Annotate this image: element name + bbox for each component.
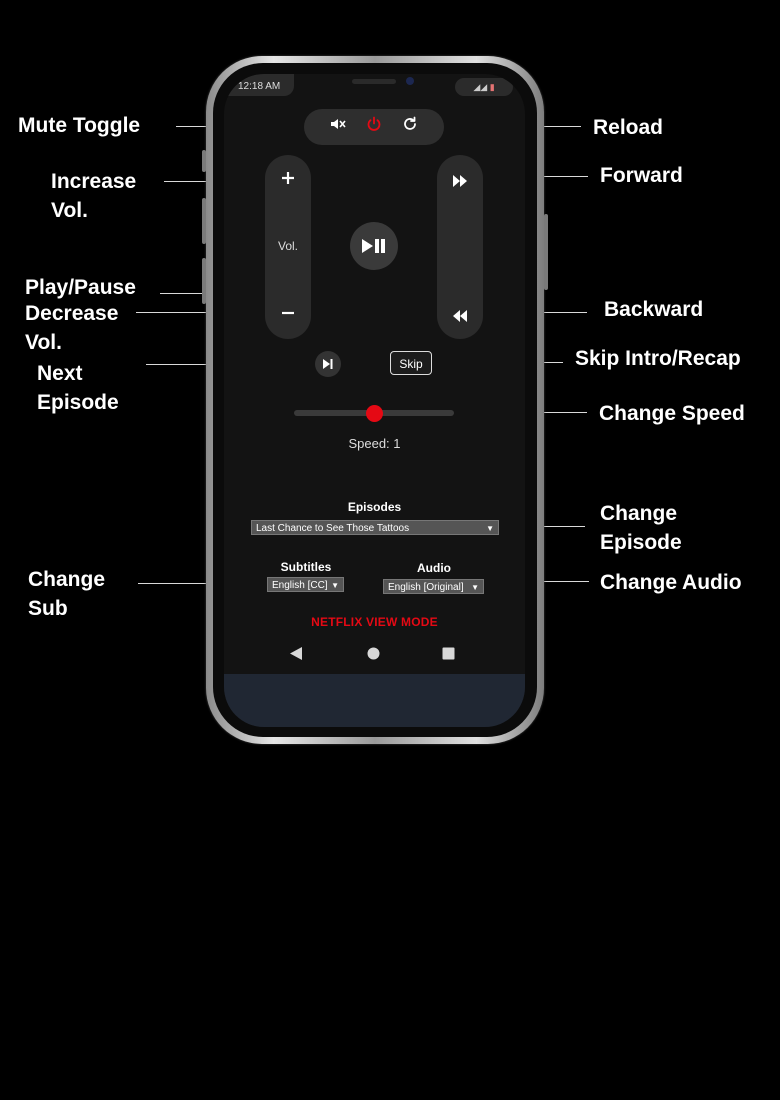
bottom-panel: [224, 674, 525, 727]
minus-icon: [282, 311, 294, 315]
label-decrease-vol: Decrease Vol.: [25, 302, 119, 354]
speaker-mute-icon: [331, 119, 346, 129]
status-bar-left: [224, 74, 294, 96]
dropdown-arrow-icon: ▼: [331, 581, 339, 590]
battery-icon: ▮: [489, 82, 495, 92]
label-change-speed: Change Speed: [599, 402, 745, 425]
speed-slider-thumb[interactable]: [365, 405, 383, 422]
play-pause-icon: [362, 238, 385, 253]
nav-recents-button[interactable]: [442, 647, 455, 664]
increase-volume-button[interactable]: [265, 168, 311, 191]
episode-select-value: Last Chance to See Those Tattoos: [256, 523, 410, 534]
plus-icon: [282, 172, 294, 184]
label-backward: Backward: [604, 298, 704, 321]
pointer-line-audio: [500, 581, 589, 582]
label-increase-vol: Increase Vol.: [51, 170, 137, 222]
label-play-pause: Play/Pause: [25, 276, 136, 299]
back-triangle-icon: [290, 647, 302, 660]
status-time: 12:18 AM: [238, 81, 281, 92]
dropdown-arrow-icon: ▼: [486, 524, 494, 533]
pointer-line-sub: [138, 583, 250, 584]
signal-icon: ◢◢: [473, 82, 488, 92]
pointer-line-decrease-vol: [136, 312, 274, 313]
seek-control: [437, 155, 483, 339]
play-pause-button[interactable]: [350, 222, 398, 270]
volume-label: Vol.: [277, 239, 298, 253]
speed-readout: Speed: 1: [348, 436, 401, 451]
nav-back-button[interactable]: [290, 647, 303, 664]
phone-screen: 12:18 AM ◢◢ ▮: [224, 74, 525, 727]
backward-button[interactable]: [437, 305, 483, 328]
nav-home-button[interactable]: [367, 647, 380, 664]
label-forward: Forward: [600, 164, 683, 187]
fast-forward-icon: [453, 175, 467, 187]
label-reload: Reload: [593, 116, 664, 139]
phone-side-button-vol-down: [202, 258, 206, 304]
audio-select[interactable]: English [Original] ▼: [383, 579, 484, 594]
skip-next-icon: [323, 359, 333, 370]
netflix-view-mode-label: NETFLIX VIEW MODE: [311, 615, 438, 629]
reload-button[interactable]: [398, 116, 422, 138]
audio-title: Audio: [417, 561, 451, 575]
home-circle-icon: [367, 647, 380, 660]
audio-select-value: English [Original]: [388, 582, 464, 593]
label-change-sub: Change Sub: [28, 568, 106, 620]
phone-side-button-vol-up: [202, 198, 206, 244]
earpiece-speaker: [352, 79, 396, 84]
rewind-icon: [453, 310, 467, 322]
pointer-line-episode: [508, 526, 585, 527]
label-next-episode: Next Episode: [37, 362, 119, 414]
phone-side-button-top: [202, 150, 206, 172]
front-camera: [406, 77, 414, 85]
label-change-episode: Change Episode: [600, 502, 682, 554]
dropdown-arrow-icon: ▼: [471, 583, 479, 592]
episode-select[interactable]: Last Chance to See Those Tattoos ▼: [251, 520, 499, 535]
volume-control: Vol.: [265, 155, 311, 339]
episodes-title: Episodes: [347, 500, 402, 514]
label-skip-intro: Skip Intro/Recap: [575, 347, 741, 370]
next-episode-button[interactable]: [315, 351, 341, 377]
subtitles-title: Subtitles: [280, 560, 332, 574]
label-mute-toggle: Mute Toggle: [18, 114, 141, 137]
reload-icon: [404, 116, 416, 130]
mute-toggle-button[interactable]: [326, 116, 350, 138]
status-icons: ◢◢ ▮: [455, 78, 513, 96]
skip-intro-button[interactable]: Skip: [390, 351, 432, 375]
forward-button[interactable]: [437, 170, 483, 193]
power-button[interactable]: [362, 116, 386, 138]
power-icon: [367, 116, 381, 131]
top-control-bar: [304, 109, 444, 145]
label-change-audio: Change Audio: [600, 571, 742, 594]
recents-square-icon: [442, 647, 455, 660]
decrease-volume-button[interactable]: [265, 303, 311, 326]
subtitles-select-value: English [CC]: [272, 580, 328, 591]
phone-side-button-power: [544, 214, 548, 290]
subtitles-select[interactable]: English [CC] ▼: [267, 577, 344, 592]
